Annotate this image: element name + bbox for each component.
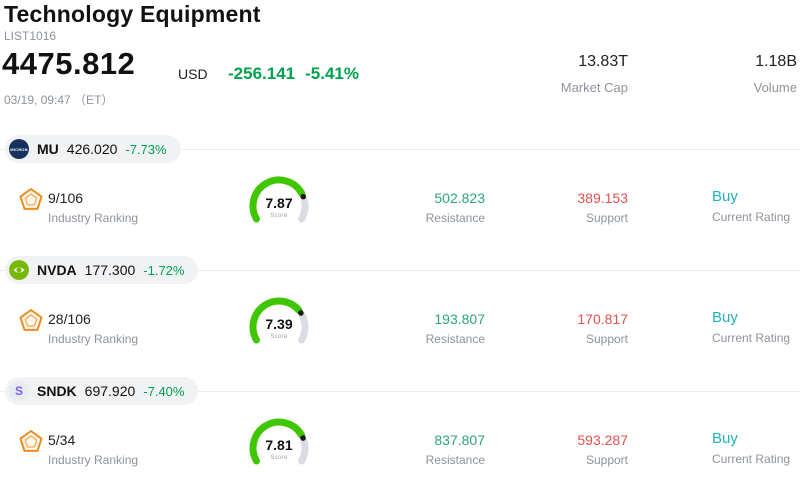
- industry-ranking: 5/34 Industry Ranking: [48, 432, 138, 467]
- stock-detail: 28/106 Industry Ranking 7.39 Score 193.8…: [0, 293, 800, 363]
- stock-detail: 9/106 Industry Ranking 7.87 Score 502.82…: [0, 172, 800, 242]
- stock-detail: 5/34 Industry Ranking 7.81 Score 837.807…: [0, 414, 800, 484]
- divider: [0, 391, 800, 392]
- resistance-value: 193.807: [434, 311, 485, 327]
- ranking-label: Industry Ranking: [48, 332, 139, 346]
- industry-pentagon-icon: [18, 307, 44, 338]
- rating-value: Buy: [712, 188, 738, 205]
- industry-ranking: 9/106 Industry Ranking: [48, 190, 138, 225]
- ticker: SNDK: [37, 383, 77, 399]
- stock-row-sndk: S SNDK 697.920 -7.40% 5/34 Industry Rank…: [0, 368, 800, 488]
- resistance-column: 837.807 Resistance: [426, 432, 485, 467]
- quote-timestamp: 03/19, 09:47 （ET）: [4, 93, 114, 107]
- rating-label: Current Rating: [712, 452, 791, 466]
- resistance-label: Resistance: [425, 211, 485, 225]
- resistance-label: Resistance: [425, 332, 485, 346]
- support-value: 170.817: [577, 311, 628, 327]
- logo-text: S: [14, 384, 23, 398]
- market-cap-stat: 13.83T Market Cap: [561, 53, 628, 95]
- score-label: Score: [270, 334, 288, 340]
- ticker: NVDA: [37, 262, 77, 278]
- market-cap-label: Market Cap: [560, 80, 628, 95]
- stock-pill-sndk[interactable]: S SNDK 697.920 -7.40%: [5, 377, 199, 405]
- score-gauge: 7.81 Score: [243, 418, 327, 476]
- market-cap-value: 13.83T: [578, 53, 628, 70]
- sandisk-logo-icon: S: [9, 381, 29, 401]
- support-label: Support: [585, 211, 628, 225]
- ticker: MU: [37, 141, 59, 157]
- score-label: Score: [270, 455, 288, 461]
- support-column: 170.817 Support: [577, 311, 628, 346]
- change-absolute: -256.141: [228, 64, 296, 83]
- score-value: 7.81: [265, 437, 293, 453]
- stock-row-mu: MICRON MU 426.020 -7.73% 9/106 Industry …: [0, 126, 800, 247]
- rating-value: Buy: [712, 309, 738, 326]
- support-value: 389.153: [577, 190, 628, 206]
- list-id: LIST1016: [4, 29, 57, 43]
- resistance-column: 502.823 Resistance: [426, 190, 485, 225]
- score-value: 7.39: [265, 316, 293, 332]
- ranking-value: 9/106: [48, 190, 84, 206]
- support-label: Support: [585, 332, 628, 346]
- stock-change: -7.73%: [125, 141, 167, 157]
- volume-value: 1.18B: [755, 53, 797, 70]
- page-title: Technology Equipment: [4, 1, 261, 27]
- index-header: Technology Equipment LIST1016 4475.812 U…: [0, 0, 800, 126]
- resistance-column: 193.807 Resistance: [426, 311, 485, 346]
- ranking-label: Industry Ranking: [48, 453, 139, 467]
- volume-label: Volume: [753, 80, 797, 95]
- score-gauge: 7.87 Score: [243, 176, 327, 234]
- ranking-label: Industry Ranking: [48, 211, 139, 225]
- support-column: 593.287 Support: [577, 432, 628, 467]
- stock-row-nvda: NVDA 177.300 -1.72% 28/106 Industry Rank…: [0, 247, 800, 368]
- stock-pill-nvda[interactable]: NVDA 177.300 -1.72%: [5, 256, 199, 284]
- rating-label: Current Rating: [712, 331, 791, 345]
- stock-price: 177.300: [84, 262, 136, 278]
- industry-pentagon-icon: [18, 428, 44, 459]
- stock-change: -1.72%: [143, 262, 185, 278]
- index-price: 4475.812: [2, 46, 136, 81]
- stock-pill-mu[interactable]: MICRON MU 426.020 -7.73%: [5, 135, 181, 163]
- currency-label: USD: [178, 66, 208, 82]
- score-gauge: 7.39 Score: [243, 297, 327, 355]
- stock-price: 426.020: [66, 141, 118, 157]
- divider: [0, 270, 800, 271]
- change-percent: -5.41%: [305, 64, 359, 83]
- support-label: Support: [585, 453, 628, 467]
- resistance-label: Resistance: [425, 453, 485, 467]
- micron-logo-icon: MICRON: [9, 139, 29, 159]
- resistance-value: 837.807: [434, 432, 485, 448]
- rating-label: Current Rating: [712, 210, 791, 224]
- current-rating[interactable]: Buy Current Rating: [712, 309, 790, 345]
- resistance-value: 502.823: [434, 190, 485, 206]
- ranking-value: 28/106: [48, 311, 91, 327]
- score-label: Score: [270, 213, 288, 219]
- logo-text: MICRON: [10, 146, 28, 152]
- stock-price: 697.920: [84, 383, 136, 399]
- ranking-value: 5/34: [48, 432, 76, 448]
- rating-value: Buy: [712, 430, 738, 447]
- support-column: 389.153 Support: [577, 190, 628, 225]
- index-change: -256.141 -5.41%: [228, 64, 369, 84]
- score-value: 7.87: [265, 195, 293, 211]
- volume-stat: 1.18B Volume: [754, 53, 797, 95]
- industry-pentagon-icon: [18, 186, 44, 217]
- support-value: 593.287: [577, 432, 628, 448]
- nvidia-logo-icon: [9, 260, 29, 280]
- current-rating[interactable]: Buy Current Rating: [712, 188, 790, 224]
- industry-ranking: 28/106 Industry Ranking: [48, 311, 138, 346]
- stock-change: -7.40%: [143, 383, 185, 399]
- divider: [0, 149, 800, 150]
- current-rating[interactable]: Buy Current Rating: [712, 430, 790, 466]
